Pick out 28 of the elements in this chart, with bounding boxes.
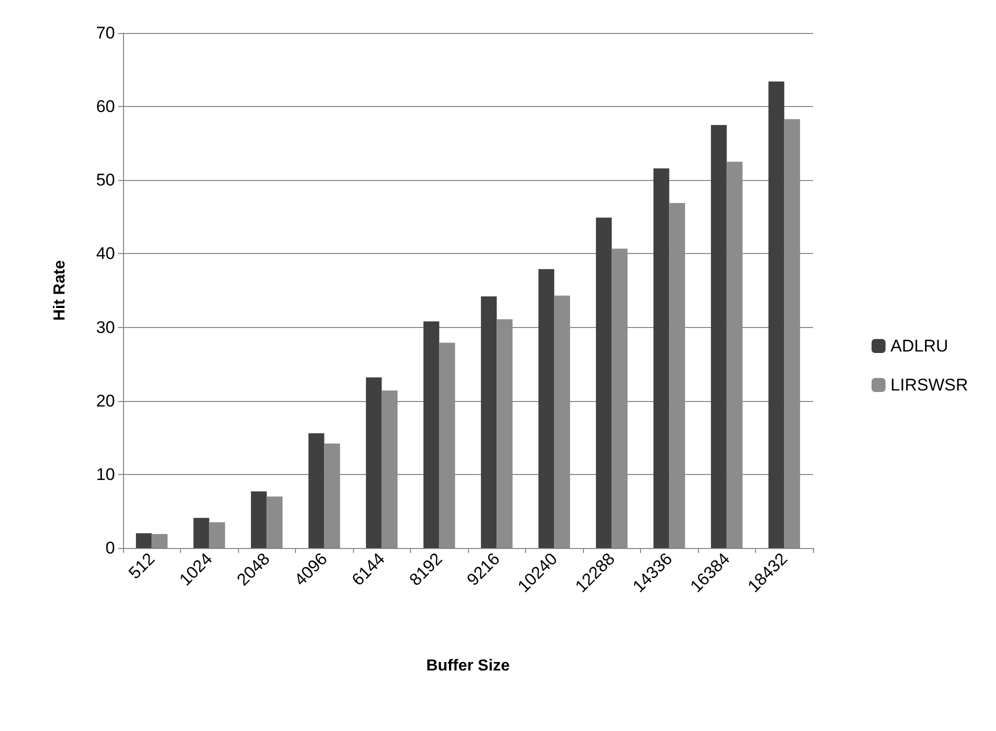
bar [768,82,784,548]
y-tick-label: 70 [96,24,115,42]
y-tick-label: 20 [96,391,115,410]
bar [480,296,497,548]
bar [596,218,612,548]
y-tick-label: 10 [96,464,115,484]
bar [193,518,210,548]
bar [209,522,226,548]
bar [152,534,168,548]
bar [653,168,670,548]
x-tick-label: 512 [124,549,158,583]
bar [250,491,267,548]
bar [266,496,283,548]
bar [366,377,382,548]
bar [308,433,324,548]
y-tick-label: 50 [96,170,115,190]
bar [423,321,440,548]
x-axis-title: Buffer Size [426,658,510,674]
bar [538,269,554,548]
bar [710,124,727,548]
bar [136,533,152,548]
legend-label: LIRSWSR [890,376,968,394]
y-axis-title: Hit Rate [52,260,68,321]
y-tick-label: 40 [96,244,115,264]
legend-label: ADLRU [890,336,948,356]
y-tick-label: 30 [96,318,115,337]
y-tick-label: 0 [106,538,115,558]
y-tick-label: 60 [96,97,115,116]
